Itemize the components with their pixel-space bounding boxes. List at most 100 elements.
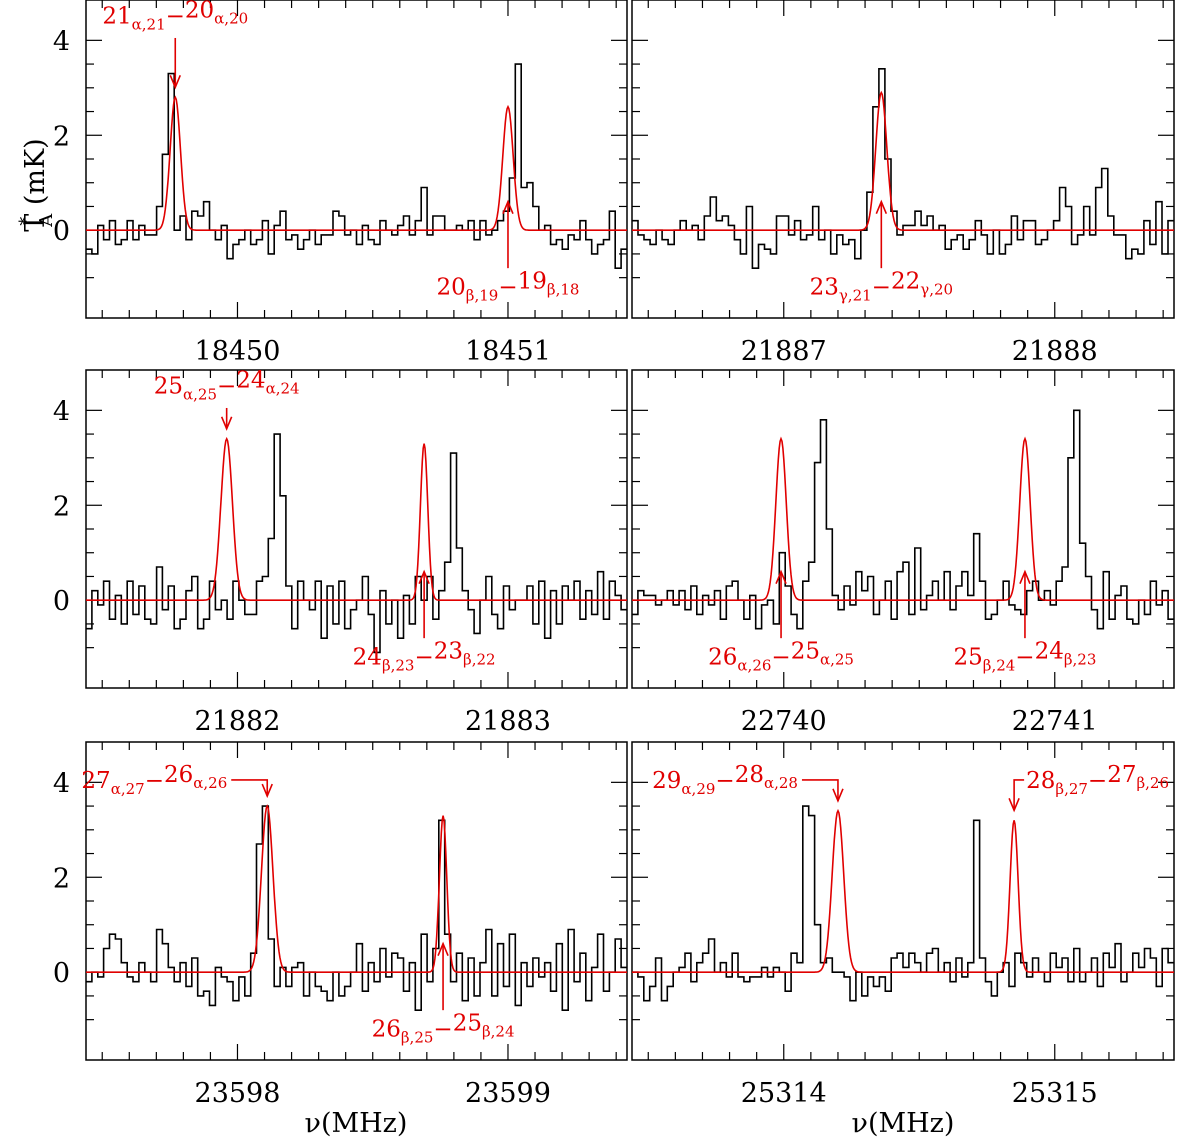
arrow-head (169, 74, 182, 90)
label-subscript: α,20 (214, 10, 248, 28)
label-subscript: α,25 (820, 650, 854, 668)
transition-label: 25β,24−24β,23 (953, 638, 1096, 674)
label-main: 26 (708, 644, 737, 670)
arrow-head (775, 569, 787, 585)
arrow-head (418, 569, 430, 585)
label-main: 24 (353, 644, 382, 670)
transition-label: 24β,23−23β,22 (353, 638, 496, 674)
arrow-head (1008, 798, 1020, 813)
observed-spectrum (86, 433, 627, 654)
arrow-head (261, 783, 273, 799)
label-subscript: α,28 (764, 774, 798, 792)
model-fit (86, 95, 627, 231)
label-subscript: α,26 (193, 774, 227, 792)
plot-area (86, 804, 627, 1011)
plot-area (632, 68, 1174, 269)
label-main: − (217, 374, 236, 400)
label-subscript: β,18 (547, 280, 580, 298)
y-tick-label: 0 (53, 958, 70, 989)
transition-label: 26α,26−25α,25 (708, 638, 854, 674)
x-tick-label: 21887 (741, 336, 827, 367)
plot-area (86, 433, 627, 654)
label-subscript: β,23 (1064, 650, 1097, 668)
y-tick-label: 2 (53, 121, 70, 152)
transition-label: 27α,27−26α,26 (81, 762, 227, 798)
label-main: − (771, 644, 790, 670)
label-arrow (1013, 779, 1025, 811)
x-tick-label: 18450 (195, 336, 281, 367)
y-tick-label: 0 (53, 216, 70, 247)
label-subscript: α,25 (183, 386, 217, 404)
label-subscript: β,27 (1055, 780, 1088, 798)
x-tick-label: 23599 (465, 1078, 551, 1109)
line-annotation: 20β,19−19β,18 (437, 199, 580, 304)
label-arrow (231, 779, 269, 797)
y-axis-label-sup: * (16, 217, 37, 226)
label-main: − (414, 644, 433, 670)
y-tick-label: 2 (53, 863, 70, 894)
label-main: 25 (154, 374, 183, 400)
transition-label: 28β,27−27β,26 (1026, 762, 1169, 798)
observed-spectrum (86, 805, 627, 1011)
line-annotation: 26β,25−25β,24 (372, 941, 515, 1046)
spectrum-panel: 21887 21888 23γ,21−22γ,20 (631, 0, 1175, 367)
line-annotation: 29α,29−28α,28 (652, 762, 844, 803)
model-fit (632, 436, 1174, 601)
label-main: − (872, 274, 891, 300)
label-arrow (801, 779, 839, 801)
label-main: − (498, 274, 517, 300)
label-main: 28 (735, 762, 764, 788)
arrow-head (875, 199, 888, 215)
model-fit (632, 808, 1174, 973)
label-subscript: β,26 (1136, 774, 1169, 792)
label-subscript: α,29 (681, 780, 715, 798)
y-tick-label: 4 (53, 768, 70, 799)
line-annotation: 26α,26−25α,25 (708, 569, 854, 674)
label-main: 22 (891, 268, 920, 294)
label-subscript: β,24 (482, 1022, 515, 1040)
model-fit (86, 436, 627, 601)
line-annotation: 24β,23−23β,22 (353, 569, 496, 674)
plot-area (86, 63, 627, 269)
y-tick-label: 2 (53, 491, 70, 522)
label-main: − (1015, 644, 1034, 670)
y-axis-label-unit: (mK) (20, 138, 51, 213)
y-tick-label: 4 (53, 26, 70, 57)
arrow-head (832, 788, 844, 803)
line-annotation: 23γ,21−22γ,20 (810, 199, 954, 304)
arrow-head (1019, 569, 1031, 585)
transition-label: 29α,29−28α,28 (652, 762, 798, 798)
observed-spectrum (632, 409, 1174, 630)
transition-label: 25α,25−24α,24 (154, 368, 300, 404)
y-axis-label-sub: A (36, 213, 57, 228)
y-axis-label-main: T (20, 214, 51, 232)
label-main: − (433, 1016, 452, 1042)
line-annotation: 25α,25−24α,24 (154, 368, 300, 431)
label-subscript: β,25 (401, 1028, 434, 1046)
label-main: 25 (791, 638, 820, 664)
label-subscript: α,27 (111, 780, 145, 798)
x-tick-label: 21888 (1012, 336, 1098, 367)
line-annotation: 27α,27−26α,26 (81, 762, 273, 799)
x-tick-label: 22741 (1012, 706, 1098, 737)
label-main: − (715, 768, 734, 794)
label-main: 20 (437, 274, 466, 300)
label-main: 28 (1026, 768, 1055, 794)
label-main: 24 (1035, 638, 1064, 664)
label-main: 24 (236, 368, 265, 394)
x-tick-label: 22740 (741, 706, 827, 737)
x-tick-label: 18451 (465, 336, 551, 367)
label-main: − (1088, 768, 1107, 794)
x-tick-label: 23598 (195, 1078, 281, 1109)
line-annotation: 28β,27−27β,26 (1008, 762, 1169, 813)
label-main: 23 (434, 638, 463, 664)
label-main: 19 (518, 268, 547, 294)
arrow-head (502, 199, 514, 215)
transition-label: 20β,19−19β,18 (437, 268, 580, 304)
label-main: 26 (164, 762, 193, 788)
transition-label: 23γ,21−22γ,20 (810, 268, 954, 304)
label-subscript: β,23 (382, 656, 415, 674)
